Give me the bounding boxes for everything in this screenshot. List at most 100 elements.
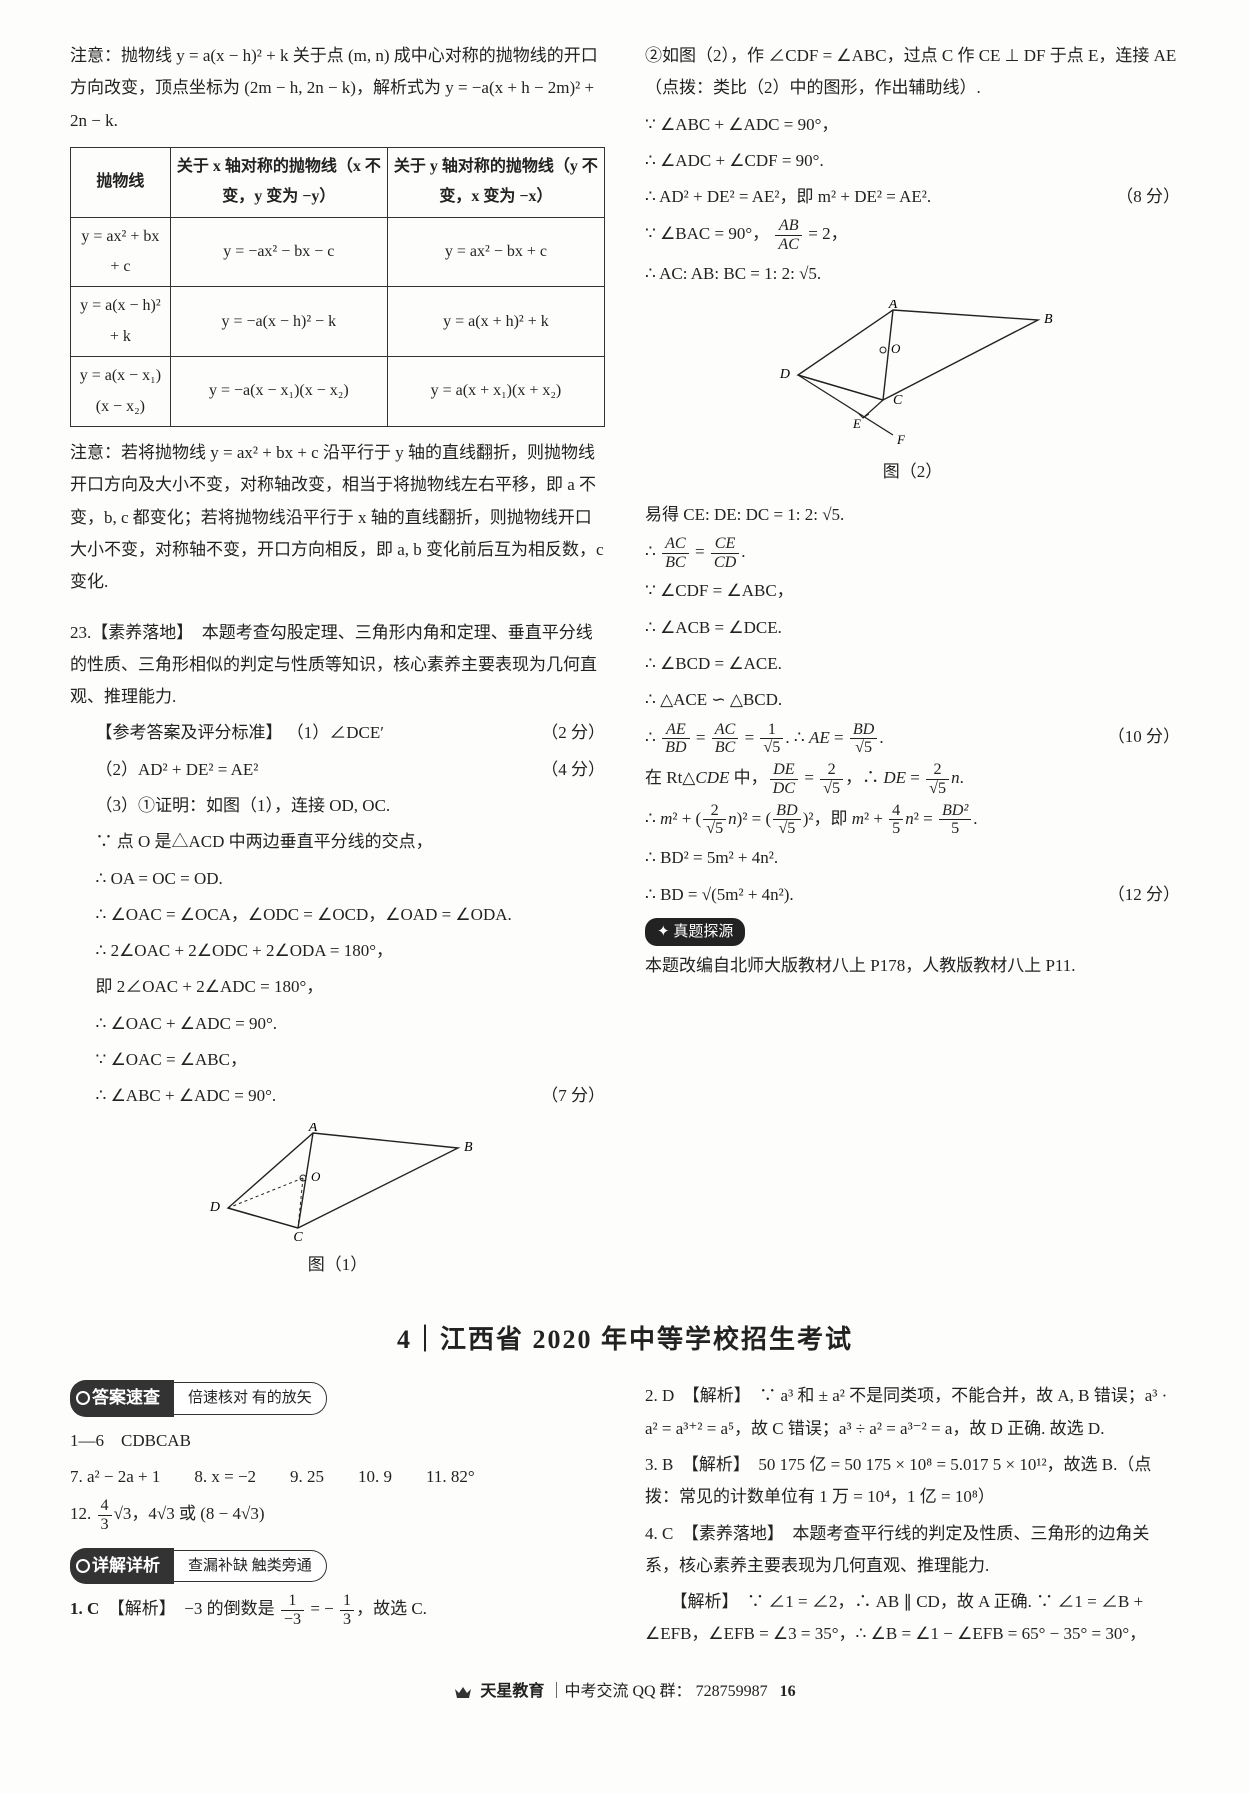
proof-line: ∴ OA = OC = OD.: [70, 863, 605, 895]
ae-bd-line: ∴ AEBD = ACBC = 1√5. ∴ AE = BD√5. （10 分）: [645, 721, 1180, 758]
bottom-left-column: 答案速查 倍速核对 有的放矢 1—6 CDBCAB 7. a² − 2a + 1…: [70, 1380, 605, 1654]
table-row: y = ax² + bx + c y = −ax² − bx − c y = a…: [71, 217, 605, 287]
ans-line-12: 12. 43√3，4√3 或 (8 − 4√3): [70, 1497, 605, 1534]
cell: y = a(x − h)² + k: [71, 287, 171, 357]
rt-cde-line: 在 Rt△CDE 中，DEDC = 2√5，∴ DE = 2√5n.: [645, 761, 1180, 798]
svg-text:C: C: [293, 1230, 303, 1243]
cell: y = a(x + h)² + k: [387, 287, 604, 357]
q1-line: 1. C 【解析】 −3 的倒数是 1−3 = − 13，故选 C.: [70, 1592, 605, 1629]
svg-text:A: A: [887, 300, 897, 312]
note1-text: 注意：抛物线 y = a(x − h)² + k 关于点 (m, n) 成中心对…: [70, 40, 605, 137]
proof-line: ∵ ∠OAC = ∠ABC，: [70, 1044, 605, 1076]
bottom-right-column: 2. D 【解析】 ∵ a³ 和 ± a² 不是同类项，不能合并，故 A, B …: [645, 1380, 1180, 1654]
svg-text:O: O: [891, 341, 901, 356]
svg-text:O: O: [311, 1169, 321, 1184]
frac-eq-line: ∴ ACBC = CECD.: [645, 535, 1180, 572]
ans-line: 7. a² − 2a + 1 8. x = −2 9. 25 10. 9 11.…: [70, 1461, 605, 1493]
proof-line: ∴ ∠OAC + ∠ADC = 90°.: [70, 1008, 605, 1040]
answer-quickcheck-pill: 答案速查 倍速核对 有的放矢: [70, 1380, 327, 1416]
table-row: y = a(x − x₁)(x − x₂) y = −a(x − x₁)(x −…: [71, 357, 605, 427]
origin-tag: ✦ 真题探源: [645, 918, 745, 947]
svg-text:E: E: [852, 416, 861, 431]
proof-line: ∵ ∠ABC + ∠ADC = 90°，: [645, 109, 1180, 141]
q23-ans-row: 【参考答案及评分标准】 （1）∠DCE′ （2 分）: [70, 717, 605, 749]
proof-line: ∵ ∠CDF = ∠ABC，: [645, 575, 1180, 607]
fig2-caption: 图（2）: [645, 456, 1180, 488]
q2-line: 2. D 【解析】 ∵ a³ 和 ± a² 不是同类项，不能合并，故 A, B …: [645, 1380, 1180, 1445]
svg-text:C: C: [893, 393, 903, 408]
q23-2-row: （2）AD² + DE² = AE² （4 分）: [70, 754, 605, 786]
cell: y = a(x − x₁)(x − x₂): [71, 357, 171, 427]
q23-2-score: （4 分）: [516, 754, 605, 786]
proof-line-last: ∴ ∠ABC + ∠ADC = 90°. （7 分）: [70, 1080, 605, 1112]
proof-line: ∴ ∠OAC = ∠OCA，∠ODC = ∠OCD，∠OAD = ∠ODA.: [70, 899, 605, 931]
q23-2: （2）AD² + DE² = AE²: [96, 760, 259, 779]
cell: y = ax² + bx + c: [71, 217, 171, 287]
score-8: （8 分）: [1116, 181, 1180, 213]
ans-line: 1—6 CDBCAB: [70, 1425, 605, 1457]
proof-line-row: ∴ AD² + DE² = AE²，即 m² + DE² = AE². （8 分…: [645, 181, 1180, 213]
proof-line: ∴ △ACE ∽ △BCD.: [645, 684, 1180, 716]
table-row: y = a(x − h)² + k y = −a(x − h)² − k y =…: [71, 287, 605, 357]
right-column: ②如图（2），作 ∠CDF = ∠ABC，过点 C 作 CE ⊥ DF 于点 E…: [645, 40, 1180, 1291]
origin-text: 本题改编自北师大版教材八上 P178，人教版教材八上 P11.: [645, 950, 1180, 982]
triangle-diagram-2: A B C D O E F: [763, 300, 1063, 450]
pill-dark-2: 详解详析: [70, 1548, 174, 1584]
left-column: 注意：抛物线 y = a(x − h)² + k 关于点 (m, n) 成中心对…: [70, 40, 605, 1291]
th-1: 关于 x 轴对称的抛物线（x 不变，y 变为 −y）: [170, 147, 387, 217]
cell: y = a(x + x₁)(x + x₂): [387, 357, 604, 427]
note2-text: 注意：若将抛物线 y = ax² + bx + c 沿平行于 y 轴的直线翻折，…: [70, 437, 605, 598]
ce-de-dc: 易得 CE: DE: DC = 1: 2: √5.: [645, 499, 1180, 531]
proof-line: ∴ AD² + DE² = AE²，即 m² + DE² = AE².: [645, 187, 931, 206]
svg-text:D: D: [208, 1200, 219, 1215]
cell: y = −a(x − x₁)(x − x₂): [170, 357, 387, 427]
proof-line: ∴ ∠ACB = ∠DCE.: [645, 612, 1180, 644]
top-columns: 注意：抛物线 y = a(x − h)² + k 关于点 (m, n) 成中心对…: [70, 40, 1180, 1291]
detail-analysis-pill: 详解详析 查漏补缺 触类旁通: [70, 1548, 327, 1584]
proof-line: ∴ ∠ABC + ∠ADC = 90°.: [96, 1086, 277, 1105]
origin-tag-label: 真题探源: [673, 924, 733, 940]
th-2: 关于 y 轴对称的抛物线（y 不变，x 变为 −x）: [387, 147, 604, 217]
footer-page: 16: [780, 1683, 796, 1700]
svg-text:B: B: [1044, 312, 1053, 327]
bottom-columns: 答案速查 倍速核对 有的放矢 1—6 CDBCAB 7. a² − 2a + 1…: [70, 1380, 1180, 1654]
th-0: 抛物线: [71, 147, 171, 217]
proof-line: ∴ 2∠OAC + 2∠ODC + 2∠ODA = 180°，: [70, 935, 605, 967]
q23-head: 23.【素养落地】 本题考查勾股定理、三角形内角和定理、垂直平分线的性质、三角形…: [70, 617, 605, 714]
triangle-diagram-1: A B C D O: [198, 1123, 478, 1243]
section-4-title: 4｜江西省 2020 年中等学校招生考试: [70, 1315, 1180, 1364]
q4b-line: 【解析】 ∵ ∠1 = ∠2，∴ AB ∥ CD，故 A 正确. ∵ ∠1 = …: [645, 1586, 1180, 1651]
q23-ans-label: 【参考答案及评分标准】: [96, 723, 283, 742]
proof-line: ∴ BD² = 5m² + 4n².: [645, 842, 1180, 874]
proof-line: ∴ AC: AB: BC = 1: 2: √5.: [645, 258, 1180, 290]
q23-3-score: （7 分）: [516, 1080, 605, 1112]
svg-text:F: F: [896, 432, 906, 447]
cell: y = −ax² − bx − c: [170, 217, 387, 287]
ab-ac-frac: ABAC: [775, 217, 802, 254]
q23-1: （1）∠DCE′: [287, 723, 384, 742]
origin-block: ✦ 真题探源 本题改编自北师大版教材八上 P178，人教版教材八上 P11.: [645, 915, 1180, 983]
bd-final-row: ∴ BD = √(5m² + 4n²). （12 分）: [645, 879, 1180, 911]
fig1-caption: 图（1）: [70, 1249, 605, 1281]
pill-dark-1: 答案速查: [70, 1380, 174, 1416]
proof-line: ∴ BD = √(5m² + 4n²).: [645, 885, 794, 904]
svg-text:A: A: [307, 1123, 317, 1135]
svg-text:D: D: [778, 367, 789, 382]
score-12: （12 分）: [1108, 879, 1180, 911]
cell: y = ax² − bx + c: [387, 217, 604, 287]
proof-line: ∵ ∠BAC = 90°，: [645, 225, 769, 244]
score-10: （10 分）: [1108, 721, 1180, 753]
proof-line: ∴ ∠BCD = ∠ACE.: [645, 648, 1180, 680]
pill-light-1: 倍速核对 有的放矢: [174, 1382, 327, 1415]
crown-icon: [454, 1685, 472, 1699]
page-footer: 天星教育 ｜中考交流 QQ 群： 728759987 16: [70, 1677, 1180, 1707]
proof-line: 即 2∠OAC + 2∠ADC = 180°，: [70, 971, 605, 1003]
step2-intro: ②如图（2），作 ∠CDF = ∠ABC，过点 C 作 CE ⊥ DF 于点 E…: [645, 40, 1180, 105]
figure-2: A B C D O E F: [645, 300, 1180, 450]
q3-line: 3. B 【解析】 50 175 亿 = 50 175 × 10⁸ = 5.01…: [645, 1449, 1180, 1514]
proof-line: ∴ ∠ADC + ∠CDF = 90°.: [645, 145, 1180, 177]
footer-group-num: 728759987: [696, 1683, 768, 1700]
q23-1-score: （2 分）: [516, 717, 605, 749]
bac-line: ∵ ∠BAC = 90°， ABAC = 2，: [645, 217, 1180, 254]
proof-line: ∵ 点 O 是△ACD 中两边垂直平分线的交点，: [70, 826, 605, 858]
